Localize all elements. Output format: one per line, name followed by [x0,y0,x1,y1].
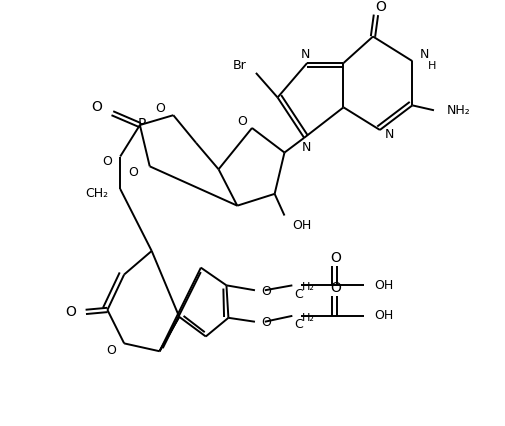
Text: O: O [103,155,112,168]
Text: H: H [427,61,436,71]
Text: H₂: H₂ [301,282,315,292]
Text: CH₂: CH₂ [85,187,108,200]
Text: O: O [330,281,340,295]
Text: O: O [128,166,138,179]
Text: N: N [300,48,309,61]
Text: N: N [419,48,429,61]
Text: O: O [261,316,270,329]
Text: O: O [375,0,385,14]
Text: OH: OH [292,219,311,232]
Text: O: O [155,102,165,115]
Text: Br: Br [232,58,245,72]
Text: O: O [330,251,340,265]
Text: N: N [384,128,393,141]
Text: OH: OH [373,279,392,292]
Text: P: P [137,117,146,131]
Text: C: C [294,318,302,331]
Text: NH₂: NH₂ [446,104,470,117]
Text: N: N [301,141,310,154]
Text: O: O [106,344,116,357]
Text: O: O [91,101,103,114]
Text: C: C [294,288,302,301]
Text: O: O [261,285,270,298]
Text: H₂: H₂ [301,313,315,323]
Text: O: O [65,305,76,319]
Text: OH: OH [373,309,392,322]
Text: O: O [237,115,246,128]
